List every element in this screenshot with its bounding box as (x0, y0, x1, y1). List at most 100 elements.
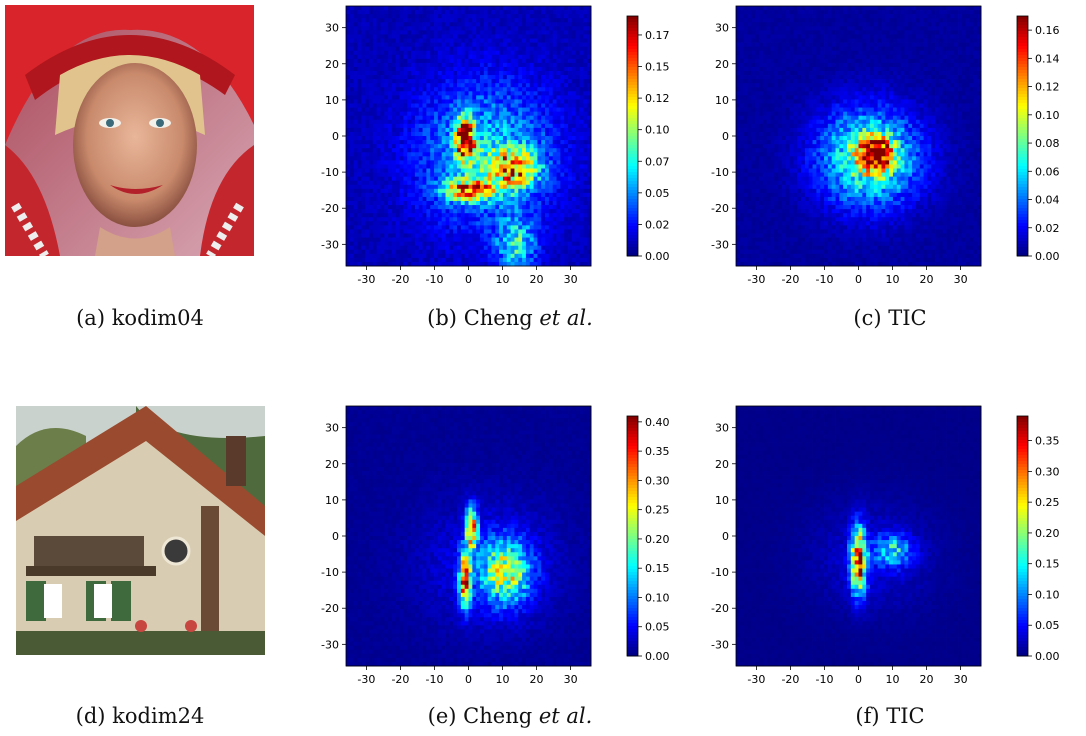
heatmap-cell (548, 201, 554, 206)
heatmap-cell (774, 30, 779, 35)
heatmap-cell (441, 233, 446, 238)
heatmap-cell (430, 75, 435, 80)
heatmap-cell (430, 123, 435, 129)
heatmap-cell (564, 79, 569, 84)
heatmap-cell (476, 136, 481, 141)
heatmap-cell (575, 152, 580, 157)
heatmap-cell (545, 168, 550, 173)
heatmap-cell (441, 188, 446, 194)
heatmap-cell (414, 83, 420, 88)
heatmap-cell (560, 6, 565, 11)
heatmap-cell (353, 217, 358, 222)
heatmap-cell (541, 131, 546, 137)
heatmap-cell (525, 50, 531, 56)
heatmap-cell (430, 241, 435, 247)
colorbar-segment (627, 220, 638, 224)
heatmap-cell (403, 54, 408, 60)
heatmap-cell (426, 38, 431, 43)
heatmap-cell (457, 241, 462, 247)
heatmap-cell (537, 87, 542, 92)
heatmap-cell (774, 99, 779, 104)
heatmap-cell (739, 18, 745, 23)
heatmap-cell (372, 46, 378, 52)
heatmap-cell (414, 99, 420, 104)
heatmap-cell (568, 152, 573, 157)
heatmap-cell (422, 217, 427, 222)
heatmap-cell (384, 91, 389, 96)
heatmap-cell (476, 115, 481, 121)
heatmap-cell (437, 136, 443, 141)
heatmap-cell (755, 160, 760, 165)
heatmap-cell (587, 10, 592, 15)
heatmap-cell (426, 103, 431, 108)
colorbar-segment (627, 121, 638, 125)
heatmap-cell (579, 34, 584, 39)
heatmap-cell (472, 34, 477, 39)
heatmap-cell (514, 261, 519, 267)
heatmap-cell (426, 140, 431, 145)
heatmap-cell (499, 46, 504, 52)
heatmap-cell (388, 196, 393, 202)
heatmap-cell (426, 144, 431, 149)
heatmap-cell (541, 176, 546, 182)
heatmap-cell (479, 79, 485, 84)
heatmap-cell (384, 249, 389, 255)
heatmap-cell (736, 127, 741, 133)
heatmap-cell (736, 75, 741, 80)
heatmap-cell (770, 257, 775, 263)
heatmap-cell (766, 209, 771, 214)
heatmap-cell (384, 46, 389, 52)
heatmap-cell (739, 253, 745, 259)
heatmap-cell (556, 140, 561, 145)
heatmap-cell (384, 107, 389, 113)
heatmap-cell (483, 30, 489, 35)
heatmap-cell (464, 217, 469, 222)
heatmap-cell (388, 99, 393, 104)
heatmap-cell (568, 119, 573, 125)
heatmap-cell (407, 99, 412, 104)
heatmap-cell (552, 131, 557, 137)
heatmap-cell (434, 30, 439, 35)
heatmap-cell (376, 156, 381, 161)
heatmap-cell (368, 217, 374, 222)
heatmap-cell (770, 217, 775, 222)
heatmap-cell (414, 30, 420, 35)
heatmap-cell (755, 38, 760, 43)
heatmap-cell (403, 188, 408, 194)
heatmap-cell (365, 144, 370, 149)
colorbar-segment (627, 109, 638, 113)
heatmap-cell (346, 148, 351, 153)
heatmap-cell (357, 30, 362, 35)
heatmap-cell (422, 209, 427, 214)
heatmap-cell (548, 164, 554, 169)
heatmap-cell (460, 46, 466, 52)
heatmap-cell (778, 217, 783, 222)
heatmap-cell (353, 91, 358, 96)
heatmap-cell (372, 249, 378, 255)
heatmap-cell (583, 201, 588, 206)
heatmap-cell (346, 95, 351, 100)
heatmap-cell (751, 103, 756, 108)
heatmap-cell (556, 233, 561, 238)
heatmap-cell (506, 176, 512, 182)
heatmap-cell (491, 168, 496, 173)
heatmap-cell (346, 50, 351, 56)
heatmap-cell (583, 46, 588, 52)
heatmap-cell (575, 14, 580, 19)
heatmap-cell (357, 66, 362, 72)
heatmap-cell (411, 18, 416, 23)
heatmap-cell (487, 160, 492, 165)
heatmap-cell (491, 229, 496, 234)
heatmap-cell (568, 71, 573, 76)
heatmap-cell (747, 46, 752, 52)
heatmap-cell (365, 233, 370, 238)
heatmap-cell (487, 164, 492, 169)
heatmap-cell (502, 34, 508, 39)
heatmap-cell (491, 38, 496, 43)
heatmap-cell (499, 107, 504, 113)
heatmap-cell (518, 54, 523, 60)
heatmap-cell (476, 79, 481, 84)
heatmap-cell (479, 196, 485, 202)
heatmap-cell (583, 75, 588, 80)
heatmap-cell (766, 225, 771, 230)
